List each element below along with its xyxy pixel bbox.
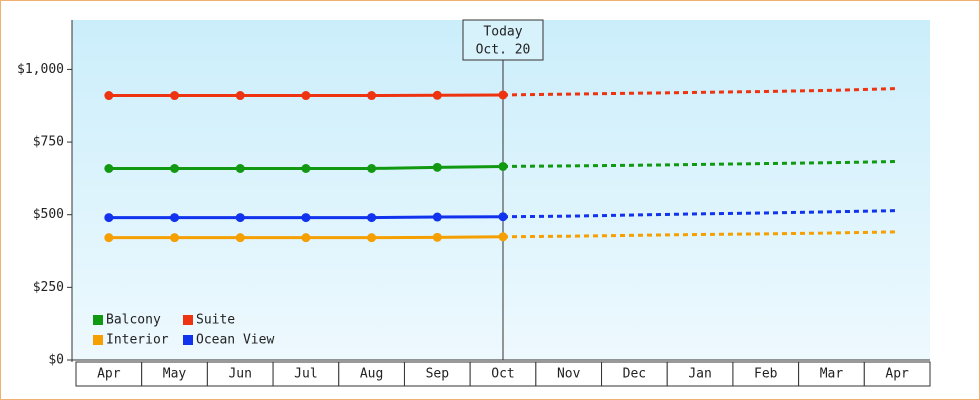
legend-label: Suite [196, 313, 235, 328]
point [432, 212, 442, 222]
plot-area [72, 20, 930, 360]
x-tick-box [863, 361, 931, 387]
x-tick-label: Oct [491, 367, 514, 382]
x-tick-box [666, 361, 734, 387]
y-tick-label: $500 [33, 207, 64, 222]
point [367, 233, 377, 243]
point [432, 90, 442, 100]
x-tick-label: Jan [688, 367, 711, 382]
point [367, 213, 377, 223]
point [235, 233, 245, 243]
x-tick-label: Dec [623, 367, 646, 382]
point [432, 232, 442, 242]
legend-label: Balcony [106, 313, 161, 328]
legend-swatch [183, 315, 193, 325]
x-tick-box [206, 361, 274, 387]
today-box [462, 19, 544, 61]
x-tick-box [338, 361, 405, 387]
today-date: Oct. 20 [476, 43, 531, 58]
x-tick-box [535, 361, 603, 387]
point [367, 91, 377, 101]
point [432, 162, 442, 172]
projected-line [502, 160, 898, 168]
y-tick-label: $1,000 [17, 62, 64, 77]
x-tick-box [75, 361, 143, 387]
x-tick-label: Jun [228, 367, 251, 382]
legend-swatch [93, 335, 103, 345]
point [498, 212, 508, 222]
point [235, 213, 245, 223]
y-tick-label: $250 [33, 280, 64, 295]
point [104, 233, 114, 243]
point [235, 163, 245, 173]
point [301, 163, 311, 173]
x-tick-label: Apr [97, 367, 121, 382]
x-tick-box [272, 361, 340, 387]
point [498, 90, 508, 100]
x-tick-label: Apr [885, 367, 909, 382]
y-tick-label: $0 [48, 353, 64, 368]
point [301, 233, 311, 243]
x-tick-label: May [163, 367, 187, 382]
x-tick-label: Mar [820, 367, 844, 382]
x-tick-box [141, 361, 208, 387]
point [301, 91, 311, 101]
y-tick-label: $750 [33, 135, 64, 150]
x-tick-label: Feb [754, 367, 778, 382]
x-tick-label: Jul [294, 367, 317, 382]
point [498, 161, 508, 171]
projected-line [502, 209, 898, 219]
x-tick-label: Aug [360, 367, 383, 382]
point [104, 213, 114, 223]
legend-label: Ocean View [196, 333, 274, 348]
point [170, 163, 180, 173]
legend-swatch [93, 315, 103, 325]
point [104, 163, 114, 173]
x-tick-label: Nov [557, 367, 581, 382]
legend-swatch [183, 335, 193, 345]
projected-line [502, 87, 898, 97]
point [235, 91, 245, 101]
legend-label: Interior [106, 333, 169, 348]
point [104, 91, 114, 101]
point [170, 213, 180, 223]
today-title: Today [483, 25, 522, 40]
point [301, 213, 311, 223]
point [498, 232, 508, 242]
point [367, 163, 377, 173]
point [170, 91, 180, 101]
projected-line [502, 230, 898, 239]
x-tick-label: Sep [426, 367, 450, 382]
point [170, 233, 180, 243]
x-tick-box [798, 361, 865, 387]
